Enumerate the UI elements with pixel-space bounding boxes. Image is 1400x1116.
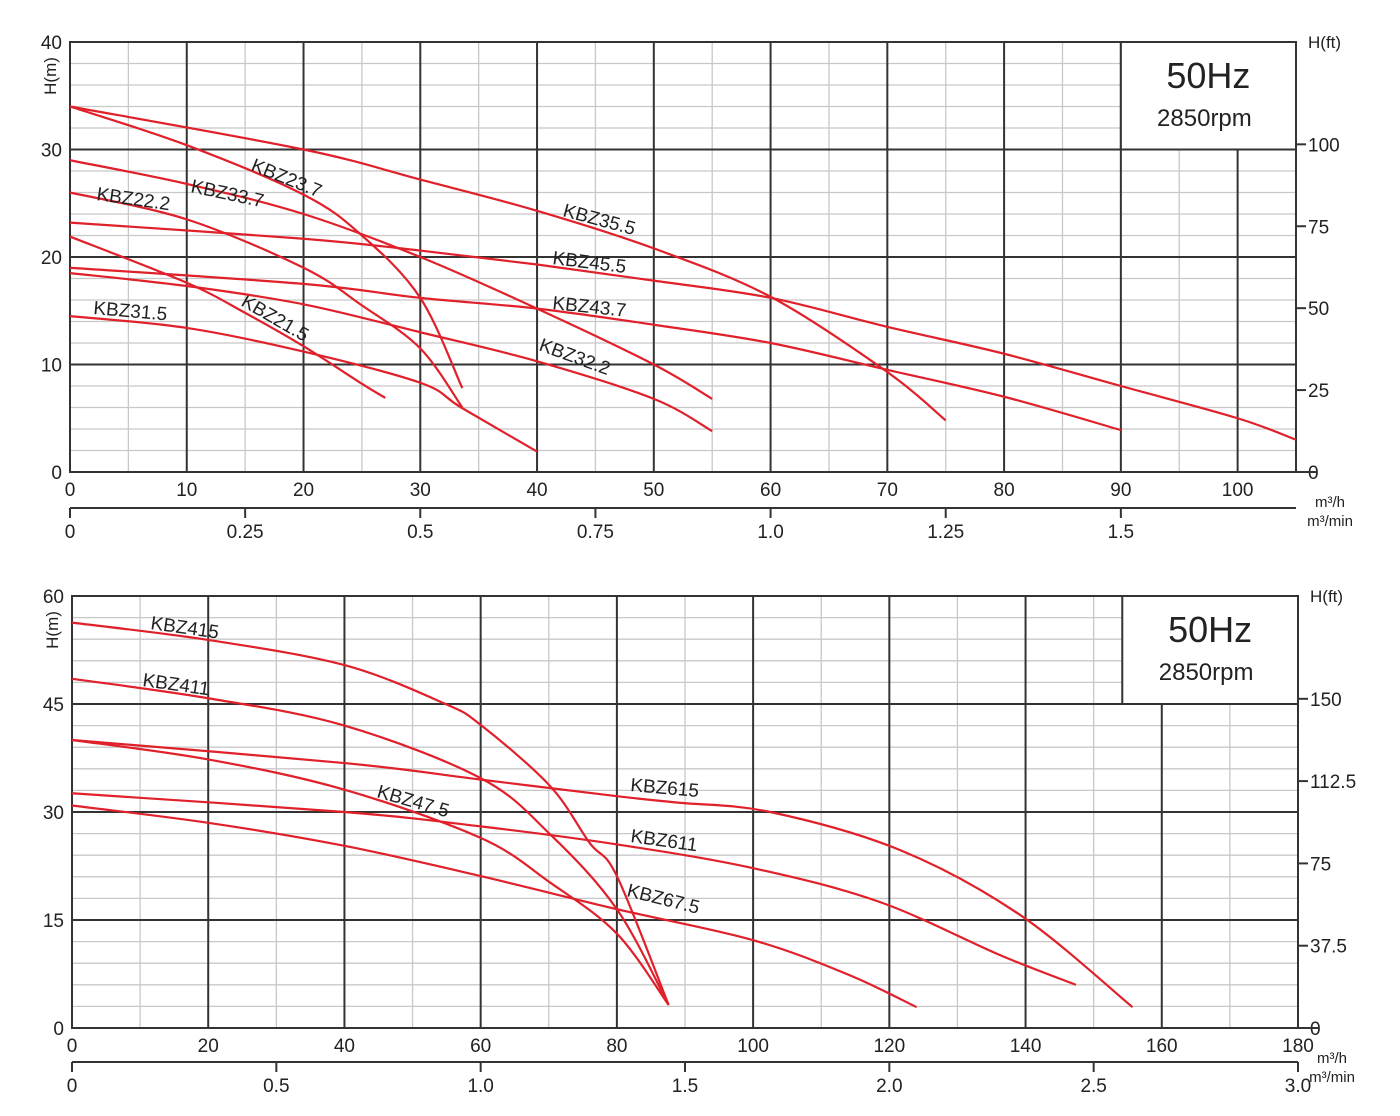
x-tick-label: 120 [873, 1036, 905, 1057]
speed-label: 2850rpm [1159, 659, 1254, 686]
y2-tick-label: 25 [1308, 381, 1329, 402]
x-tick-label: 20 [293, 480, 314, 501]
x2-tick-label: 0 [67, 1076, 78, 1097]
y-tick-label: 45 [43, 695, 64, 716]
x-tick-label: 40 [526, 480, 547, 501]
speed-label: 2850rpm [1157, 105, 1252, 132]
curve-kbz22-2 [69, 191, 464, 409]
y-axis-title: H(m) [41, 57, 60, 95]
series-label: KBZ22.2 [95, 184, 171, 215]
y2-tick-label: 0 [1310, 1019, 1321, 1040]
x-tick-label: 60 [470, 1036, 491, 1057]
curve-kbz32-2 [69, 272, 713, 433]
x-tick-label: 140 [1010, 1036, 1042, 1057]
plot-frame [69, 41, 1297, 473]
y2-tick-label: 37.5 [1310, 937, 1347, 958]
x-tick-label: 60 [760, 480, 781, 501]
y-tick-label: 60 [43, 587, 64, 608]
chart-1: 50Hz2850rpm010203040H(m)0255075100H(ft)0… [41, 33, 1353, 543]
y-tick-label: 15 [43, 911, 64, 932]
x-tick-label: 90 [1110, 480, 1131, 501]
y-tick-label: 30 [43, 803, 64, 824]
y-axis-title: H(m) [43, 611, 62, 649]
x2-tick-label: 0.5 [263, 1076, 289, 1097]
curve-kbz43-7 [69, 266, 1122, 432]
x-tick-label: 70 [877, 480, 898, 501]
curve-kbz45-5 [69, 221, 1297, 441]
x-tick-label: 180 [1282, 1036, 1314, 1057]
curve-kbz615 [71, 738, 1134, 1008]
chart-2: 50Hz 2850rpm 0 15 30 45 60 H(m) 0 37.5 75 112.5 150 H… [43, 587, 1356, 1097]
curve-kbz415 [71, 621, 670, 1006]
x-tick-label: 20 [198, 1036, 219, 1057]
frequency-label: 50Hz [1168, 609, 1252, 650]
info-box [1121, 595, 1299, 705]
plot-frame [71, 595, 1299, 1029]
curve-kbz35-5 [69, 105, 947, 422]
x2-tick-label: 1.25 [927, 522, 964, 543]
x-axis-unit: m³/h [1317, 1050, 1347, 1067]
series-label: KBZ33.7 [189, 176, 266, 212]
series-label: KBZ43.7 [551, 293, 627, 322]
x-tick-label: 0 [67, 1036, 78, 1057]
x-axis-unit: m³/h [1315, 494, 1345, 511]
y-tick-label: 20 [41, 248, 62, 269]
curve-kbz47-5 [71, 738, 670, 1006]
x2-tick-label: 2.0 [876, 1076, 902, 1097]
curve-kbz67-5 [71, 804, 918, 1009]
y2-tick-label: 0 [1308, 463, 1319, 484]
y-tick-label: 40 [41, 33, 62, 54]
x-tick-label: 50 [643, 480, 664, 501]
series-label: KBZ611 [629, 826, 699, 856]
y-tick-label: 0 [51, 463, 62, 484]
x2-axis-unit: m³/min [1309, 1069, 1355, 1086]
x-tick-label: 80 [606, 1036, 627, 1057]
curve-kbz21-5 [69, 235, 386, 399]
x2-tick-label: 0.75 [577, 522, 614, 543]
x-tick-label: 30 [410, 480, 431, 501]
x2-tick-label: 0.25 [227, 522, 264, 543]
x-tick-label: 0 [65, 480, 76, 501]
y2-tick-label: 50 [1308, 299, 1329, 320]
x2-tick-label: 1.0 [757, 522, 783, 543]
series-label: KBZ35.5 [561, 201, 638, 240]
curve-kbz31-5 [69, 315, 538, 453]
x2-tick-label: 1.5 [1108, 522, 1134, 543]
y2-tick-label: 75 [1310, 854, 1331, 875]
y-tick-label: 10 [41, 356, 62, 377]
x-tick-label: 80 [994, 480, 1015, 501]
curve-kbz611 [71, 792, 1077, 986]
series-label: KBZ411 [141, 670, 211, 700]
y2-tick-label: 75 [1308, 217, 1329, 238]
y-tick-label: 0 [53, 1019, 64, 1040]
x2-axis-unit: m³/min [1307, 513, 1353, 530]
y2-axis-title: H(ft) [1310, 587, 1343, 606]
y2-axis-title: H(ft) [1308, 33, 1341, 52]
x2-tick-label: 3.0 [1285, 1076, 1311, 1097]
y2-tick-label: 150 [1310, 690, 1342, 711]
series-label: KBZ45.5 [551, 248, 627, 278]
x2-tick-label: 0 [65, 522, 76, 543]
y2-tick-label: 100 [1308, 135, 1340, 156]
curve-kbz33-7 [69, 159, 713, 400]
y2-tick-label: 112.5 [1310, 772, 1356, 793]
x-tick-label: 100 [1222, 480, 1254, 501]
curve-kbz411 [71, 677, 670, 1006]
x2-tick-label: 2.5 [1080, 1076, 1106, 1097]
frequency-label: 50Hz [1166, 55, 1250, 96]
x2-tick-label: 0.5 [407, 522, 433, 543]
x-tick-label: 10 [176, 480, 197, 501]
x-tick-label: 160 [1146, 1036, 1178, 1057]
y-tick-label: 30 [41, 141, 62, 162]
x2-tick-label: 1.5 [672, 1076, 698, 1097]
x-tick-label: 40 [334, 1036, 355, 1057]
x-tick-label: 100 [737, 1036, 769, 1057]
curve-kbz23-7 [69, 105, 464, 389]
x2-tick-label: 1.0 [467, 1076, 493, 1097]
